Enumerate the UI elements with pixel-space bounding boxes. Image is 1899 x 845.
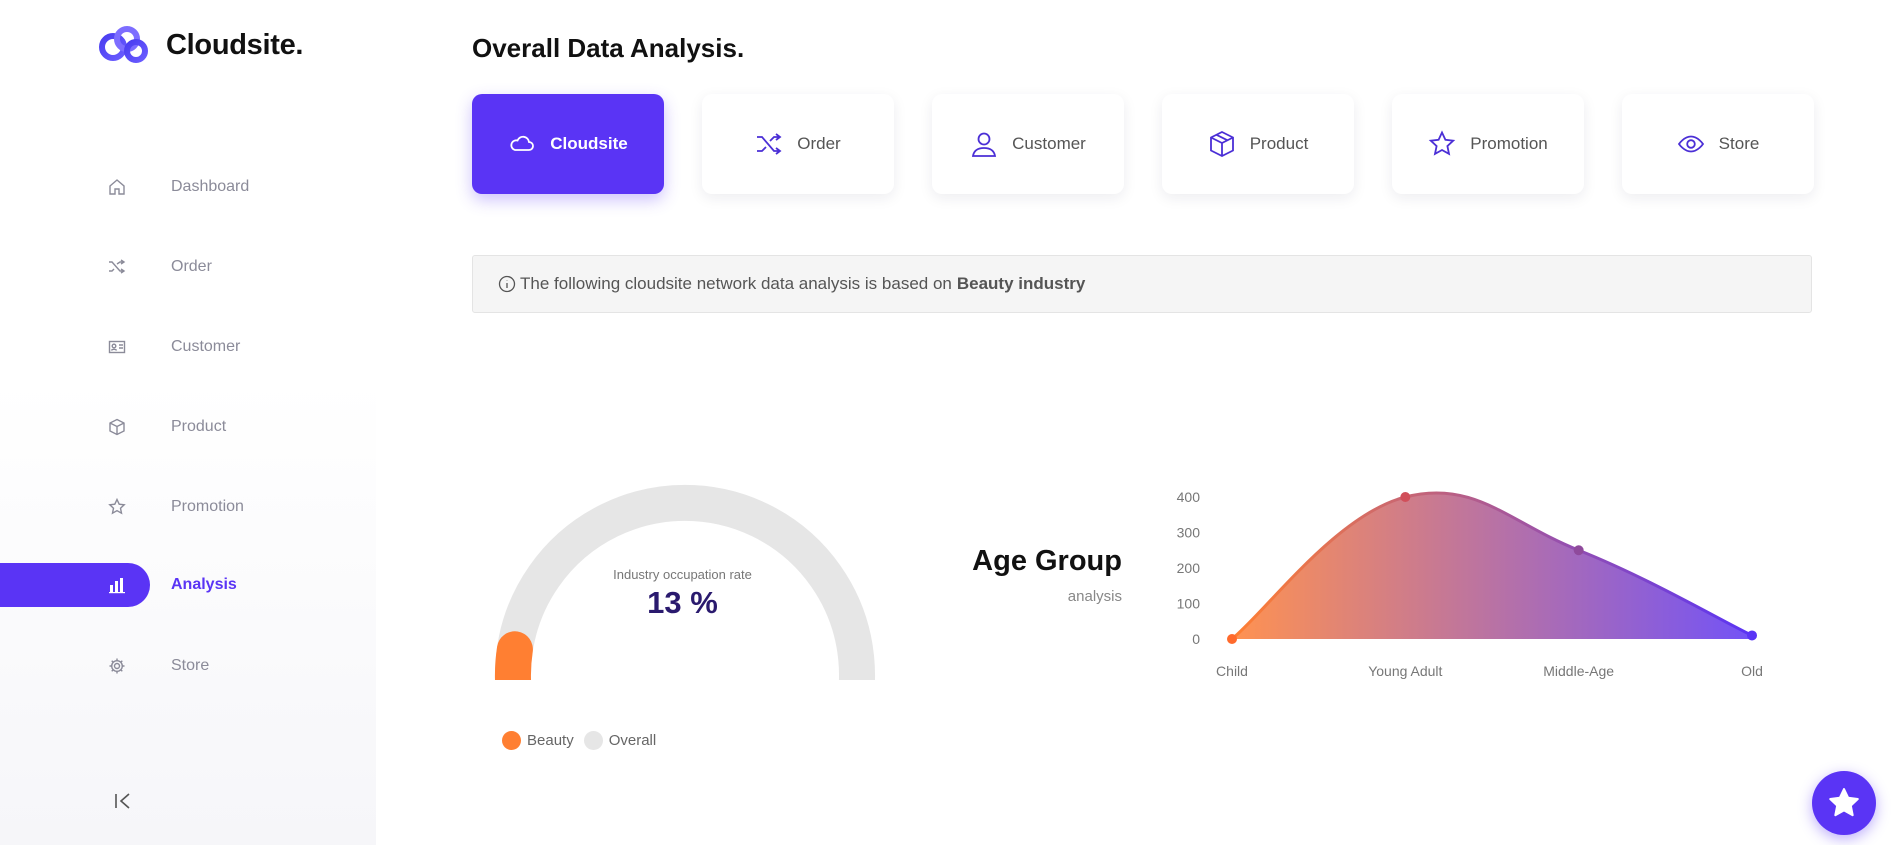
tab-label: Order	[797, 134, 841, 153]
id-card-icon	[108, 340, 126, 354]
bar-chart-icon	[109, 578, 125, 594]
y-tick-label: 200	[1177, 560, 1201, 576]
tab-customer[interactable]: Customer	[932, 94, 1124, 194]
sidebar-item-label: Dashboard	[171, 178, 250, 195]
gauge-legend: Beauty Overall	[502, 731, 666, 750]
sidebar-item-label: Promotion	[171, 498, 244, 515]
x-tick-label: Child	[1216, 663, 1248, 679]
gauge-value-arc	[495, 631, 533, 680]
home-icon	[109, 179, 125, 195]
tab-label: Cloudsite	[550, 134, 628, 153]
y-tick-label: 0	[1192, 631, 1200, 647]
active-indicator	[0, 563, 150, 607]
gear-icon	[109, 658, 125, 674]
y-tick-label: 100	[1177, 596, 1201, 612]
eye-icon	[1677, 135, 1704, 153]
legend-item-overall[interactable]: Overall	[583, 731, 657, 750]
gauge-caption: Industry occupation rate	[613, 567, 752, 582]
y-tick-label: 400	[1177, 489, 1201, 505]
data-point-young-adult[interactable]	[1400, 492, 1411, 502]
x-tick-label: Young Adult	[1368, 663, 1442, 679]
data-point-child[interactable]	[1227, 634, 1237, 644]
age-group-title: Age Group	[972, 545, 1122, 577]
legend-label: Beauty	[527, 732, 574, 749]
box-icon	[109, 418, 125, 436]
tab-cloudsite[interactable]: Cloudsite	[472, 94, 664, 194]
cloud-icon	[510, 135, 535, 151]
age-group-subtitle: analysis	[1067, 588, 1122, 605]
brand-name: Cloudsite.	[166, 28, 304, 61]
sidebar-item-label: Order	[171, 258, 212, 275]
gauge-value: 13 %	[647, 585, 718, 620]
sidebar-item-label: Store	[171, 657, 210, 674]
sidebar-item-order[interactable]: Order	[0, 245, 376, 289]
shuffle-icon	[757, 133, 782, 155]
collapse-sidebar-icon[interactable]	[112, 790, 134, 812]
sidebar-item-label: Analysis	[171, 576, 237, 593]
sidebar-item-dashboard[interactable]: Dashboard	[0, 165, 376, 209]
brand-logo[interactable]: Cloudsite.	[98, 25, 303, 65]
sidebar-item-label: Customer	[171, 338, 241, 355]
industry-occupation-gauge	[495, 484, 875, 680]
legend-swatch	[583, 731, 603, 750]
info-highlight: Beauty industry	[956, 274, 1086, 293]
star-icon	[1829, 788, 1859, 817]
shuffle-icon	[109, 259, 126, 274]
data-point-old[interactable]	[1747, 630, 1757, 641]
page-title: Overall Data Analysis.	[472, 33, 745, 63]
user-icon	[972, 132, 997, 157]
sidebar: Cloudsite. Dashboard Order Customer Prod…	[0, 0, 376, 845]
sidebar-item-product[interactable]: Product	[0, 405, 376, 449]
legend-swatch	[502, 731, 521, 750]
tab-label: Product	[1249, 134, 1309, 153]
sidebar-item-customer[interactable]: Customer	[0, 325, 376, 369]
sidebar-item-label: Product	[171, 418, 227, 435]
age-group-area-chart: Child Young Adult Middle-Age Old 0 100 200 300 4…	[1177, 489, 1763, 679]
data-point-middle-age[interactable]	[1573, 545, 1584, 556]
info-banner: The following cloudsite network data ana…	[472, 255, 1812, 313]
box-icon	[1209, 130, 1234, 158]
sidebar-item-analysis[interactable]: Analysis	[0, 563, 376, 607]
sidebar-item-promotion[interactable]: Promotion	[0, 485, 376, 529]
favorite-fab-button[interactable]	[1812, 771, 1876, 835]
legend-label: Overall	[608, 732, 657, 749]
star-icon	[1429, 130, 1456, 156]
tab-order[interactable]: Order	[702, 94, 894, 194]
series-line	[1231, 491, 1753, 641]
tab-product[interactable]: Product	[1162, 94, 1354, 194]
legend-item-beauty[interactable]: Beauty	[502, 731, 574, 750]
sidebar-item-store[interactable]: Store	[0, 644, 376, 688]
tab-label: Promotion	[1470, 134, 1548, 153]
tab-promotion[interactable]: Promotion	[1392, 94, 1584, 194]
info-text: The following cloudsite network data ana…	[520, 274, 952, 293]
area-fill	[1232, 492, 1752, 639]
x-tick-label: Middle-Age	[1543, 663, 1614, 679]
tab-store[interactable]: Store	[1622, 94, 1814, 194]
star-icon	[108, 498, 126, 515]
x-tick-label: Old	[1741, 663, 1763, 679]
tab-label: Customer	[1012, 134, 1086, 153]
tab-label: Store	[1718, 134, 1760, 153]
info-icon	[498, 275, 516, 293]
y-tick-label: 300	[1177, 525, 1201, 541]
logo-icon	[99, 26, 148, 63]
